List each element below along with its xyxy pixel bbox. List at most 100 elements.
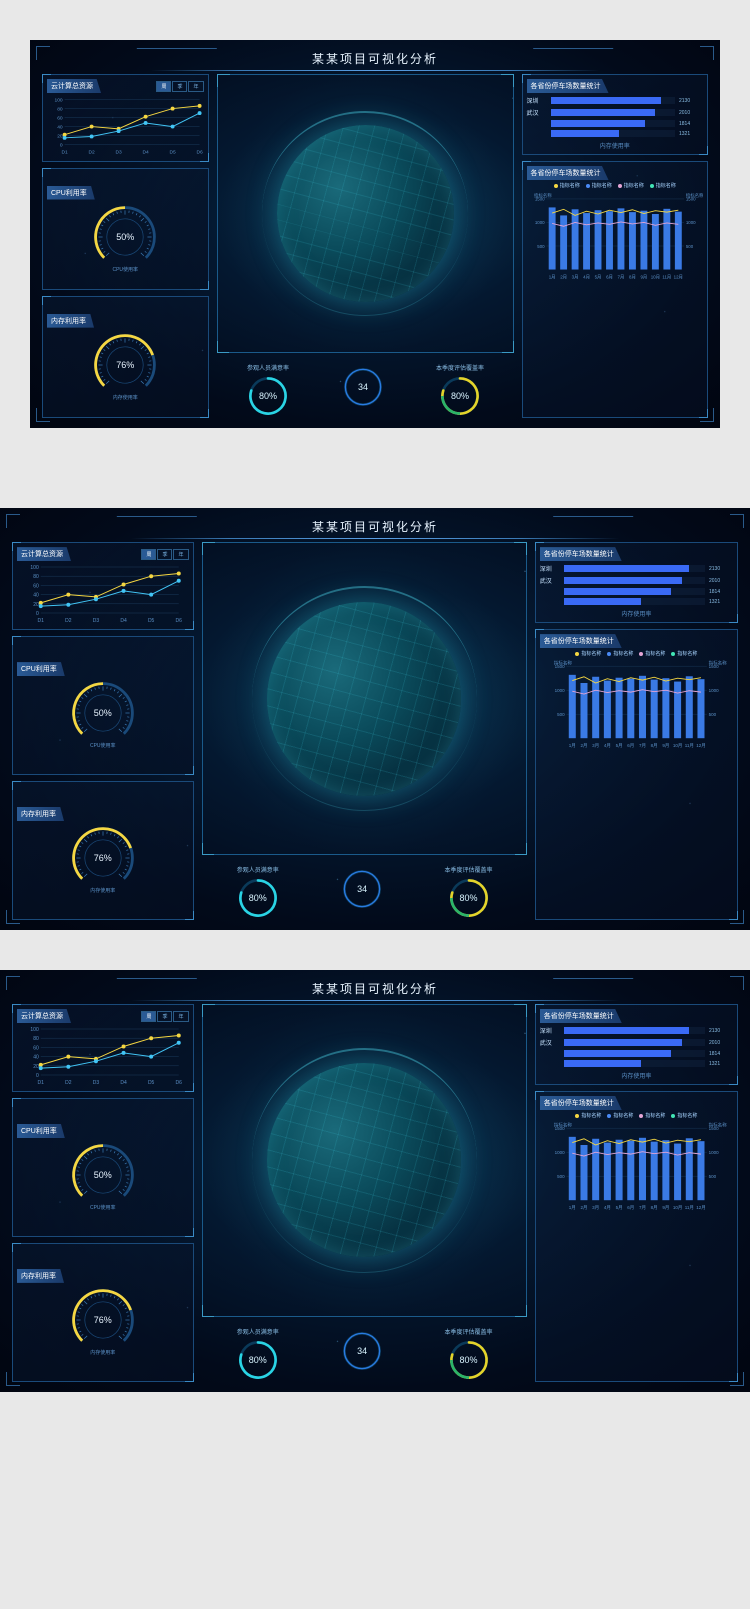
svg-text:20: 20 — [33, 602, 39, 608]
panel-title: 各省份停车场数量统计 — [540, 1009, 622, 1023]
kpi-label: 参观人员满意率 — [237, 1327, 279, 1336]
hbar-row: 深圳 2130 — [540, 564, 733, 573]
hbar-track — [564, 1050, 705, 1057]
legend-item: 指标名称 — [607, 650, 633, 657]
left-column: 云计算总资源 周 季 年 020406080100D1D2D3D4D5D6 CP… — [12, 1004, 194, 1382]
hbar-track — [551, 97, 675, 104]
svg-text:1000: 1000 — [708, 1150, 719, 1155]
center-column: 参观人员满意率 80% 34 本季度评估覆盖率 — [202, 542, 527, 920]
cpu-gauge: 50% — [68, 678, 138, 748]
left-column: 云计算总资源 周 季 年 020406080100D1D2D3D4D5D6 CP… — [42, 74, 209, 418]
kpi-count: 34 — [340, 865, 384, 920]
legend-item: 指标名称 — [607, 1112, 633, 1119]
svg-text:7月: 7月 — [639, 743, 646, 749]
svg-text:20: 20 — [33, 1064, 39, 1070]
svg-text:2月: 2月 — [560, 274, 567, 280]
svg-text:4月: 4月 — [604, 1205, 611, 1211]
hbar-list: 深圳 2130 武汉 2010 1814 1321 — [527, 96, 703, 137]
tab-week[interactable]: 周 — [141, 549, 156, 560]
gauge-value: 50% — [116, 232, 134, 242]
province-hbar-panel: 各省份停车场数量统计 深圳 2130 武汉 2010 1814 1321 内存使… — [522, 74, 708, 155]
svg-text:D6: D6 — [196, 149, 203, 155]
svg-text:D2: D2 — [88, 149, 95, 155]
hbar-track — [551, 120, 675, 127]
legend-item: 指标名称 — [671, 650, 697, 657]
svg-text:9月: 9月 — [640, 274, 647, 280]
kpi-value: 34 — [357, 1346, 367, 1356]
memory-gauge-panel: 内存利用率 76% 内存使用率 — [12, 781, 194, 920]
hbar-value: 2010 — [679, 110, 703, 116]
kpi-ring: 80% — [236, 1338, 280, 1382]
svg-text:指标名称: 指标名称 — [554, 1121, 572, 1128]
gauge-value: 50% — [94, 708, 112, 718]
combo-chart: 5005001000100015001500指标名称指标名称1月2月3月4月5月… — [540, 659, 733, 749]
svg-text:500: 500 — [708, 1174, 716, 1179]
province-hbar-panel: 各省份停车场数量统计 深圳 2130 武汉 2010 1814 1321 内存使… — [535, 1004, 738, 1085]
hbar-value: 1321 — [709, 1061, 733, 1067]
svg-text:500: 500 — [685, 244, 693, 249]
kpi-row: 参观人员满意率 80% 34 本季度评估覆盖率 — [202, 1323, 527, 1382]
legend-item: 指标名称 — [554, 182, 580, 189]
combo-legend: 指标名称指标名称指标名称指标名称 — [540, 1112, 733, 1119]
svg-text:10月: 10月 — [650, 274, 659, 280]
header-accent — [547, 978, 634, 990]
kpi-ring: 80% — [236, 876, 280, 920]
kpi-ring: 34 — [340, 1329, 384, 1373]
legend-item: 指标名称 — [639, 650, 665, 657]
kpi-ring: 80% — [438, 374, 482, 418]
line-chart: 020406080100D1D2D3D4D5D6 — [17, 1025, 189, 1085]
hbar-track — [551, 130, 675, 137]
legend-item: 指标名称 — [618, 182, 644, 189]
svg-text:D4: D4 — [142, 149, 149, 155]
kpi-satisfaction: 参观人员满意率 80% — [246, 363, 290, 418]
kpi-satisfaction: 参观人员满意率 80% — [236, 865, 280, 920]
svg-text:D3: D3 — [93, 1080, 100, 1085]
header-accent — [117, 978, 204, 990]
globe-frame — [217, 74, 514, 353]
globe-icon — [277, 125, 454, 302]
svg-text:4月: 4月 — [604, 743, 611, 749]
svg-text:20: 20 — [57, 134, 63, 140]
hbar-value: 2010 — [709, 1040, 733, 1046]
tab-year[interactable]: 年 — [173, 549, 188, 560]
frame-corner — [502, 341, 514, 353]
svg-text:D4: D4 — [120, 618, 127, 623]
combo-chart: 5005001000100015001500指标名称指标名称1月2月3月4月5月… — [540, 1121, 733, 1211]
tab-week[interactable]: 周 — [141, 1011, 156, 1022]
svg-text:指标名称: 指标名称 — [708, 660, 726, 667]
hbar-value: 1814 — [679, 121, 703, 127]
tab-quarter[interactable]: 季 — [157, 549, 172, 560]
tab-week[interactable]: 周 — [156, 81, 171, 92]
tab-year[interactable]: 年 — [173, 1011, 188, 1022]
tab-quarter[interactable]: 季 — [172, 81, 187, 92]
svg-text:12月: 12月 — [673, 274, 682, 280]
svg-text:11月: 11月 — [684, 743, 693, 749]
hbar-value: 1814 — [709, 589, 733, 595]
svg-text:7月: 7月 — [617, 274, 624, 280]
svg-text:9月: 9月 — [662, 1205, 669, 1211]
svg-text:D5: D5 — [169, 149, 176, 155]
page-title: 某某项目可视化分析 — [30, 50, 720, 67]
province-combo-panel: 各省份停车场数量统计 指标名称指标名称指标名称指标名称 500500100010… — [522, 161, 708, 418]
svg-text:5月: 5月 — [594, 274, 601, 280]
hbar-row: 1814 — [540, 1050, 733, 1057]
kpi-value: 80% — [249, 1355, 267, 1365]
svg-text:1000: 1000 — [685, 220, 695, 225]
hbar-value: 2130 — [709, 1028, 733, 1034]
hbar-row: 1321 — [540, 598, 733, 605]
hbar-value: 1321 — [709, 599, 733, 605]
hbar-row: 深圳 2130 — [527, 96, 703, 105]
svg-text:D6: D6 — [176, 618, 183, 623]
tab-year[interactable]: 年 — [188, 81, 203, 92]
hbar-track — [564, 1027, 705, 1034]
globe-frame — [202, 1004, 527, 1317]
panel-title: CPU利用率 — [17, 1124, 65, 1138]
svg-text:D6: D6 — [176, 1080, 183, 1085]
time-range-tabs: 周 季 年 — [156, 81, 203, 92]
hbar-track — [564, 1039, 705, 1046]
dashboard: 某某项目可视化分析 云计算总资源 周 季 年 020406080100D1D2D… — [0, 508, 750, 930]
globe-ring — [262, 111, 467, 316]
svg-text:3月: 3月 — [571, 274, 578, 280]
tab-quarter[interactable]: 季 — [157, 1011, 172, 1022]
combo-chart: 5005001000100015001500指标名称指标名称1月2月3月4月5月… — [527, 191, 703, 281]
